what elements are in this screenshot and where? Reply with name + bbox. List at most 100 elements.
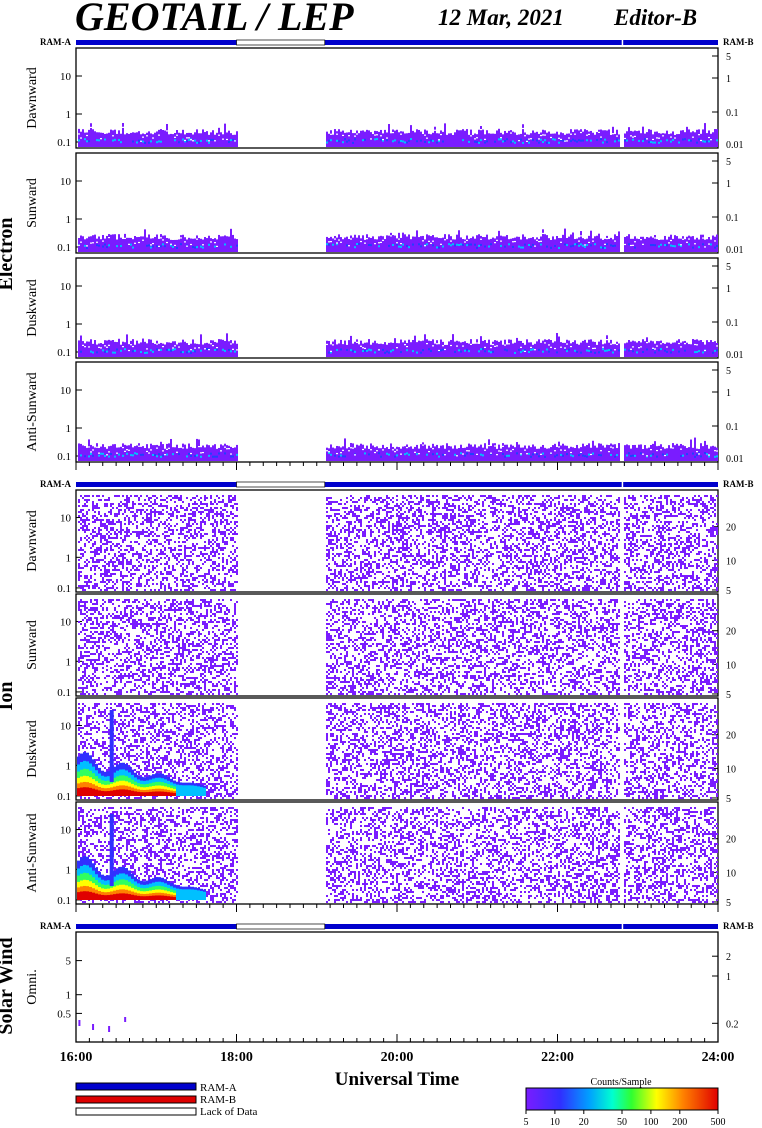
spectrogram-cell: [326, 545, 328, 547]
spectrogram-cell: [162, 583, 164, 585]
spectrogram-cell: [406, 236, 408, 252]
spectrogram-cell: [388, 497, 390, 499]
spectrogram-cell: [712, 235, 714, 252]
spectrogram-cell: [588, 453, 590, 456]
spectrogram-cell: [636, 131, 638, 147]
spectrogram-cell: [180, 579, 182, 581]
spectrogram-cell: [82, 497, 84, 499]
spectrogram-cell: [368, 453, 370, 456]
spectrogram-cell: [382, 138, 384, 141]
spectrogram-cell: [670, 133, 672, 147]
spectrogram-cell: [336, 131, 338, 147]
spectrogram-cell: [598, 131, 600, 133]
spectrogram-cell: [342, 527, 344, 529]
spectrogram-cell: [422, 517, 424, 519]
spectrogram-cell: [444, 583, 446, 585]
spectrogram-cell: [190, 547, 192, 549]
spectrogram-cell: [176, 553, 178, 555]
spectrogram-cell: [540, 134, 542, 137]
spectrogram-cell: [356, 541, 358, 543]
spectrogram-cell: [404, 497, 406, 499]
spectrogram-cell: [174, 577, 176, 579]
spectrogram-cell: [362, 531, 364, 533]
spectrogram-cell: [364, 535, 366, 537]
spectrogram-cell: [164, 521, 166, 523]
spectrogram-cell: [94, 541, 96, 543]
spectrogram-cell: [148, 543, 150, 545]
spectrogram-cell: [406, 515, 408, 517]
spectrogram-cell: [94, 551, 96, 553]
spectrogram-cell: [404, 517, 406, 519]
spectrogram-cell: [634, 246, 636, 249]
spectrogram-cell: [356, 130, 358, 147]
spectrogram-cell: [352, 531, 354, 533]
spectrogram-cell: [432, 537, 434, 539]
spectrogram-cell: [604, 243, 606, 245]
spectrogram-cell: [152, 531, 154, 533]
spectrogram-cell: [346, 244, 348, 247]
spectrogram-cell: [110, 129, 112, 147]
spectrogram-cell: [108, 348, 110, 351]
spectrogram-cell: [134, 513, 136, 515]
spectrogram-cell: [440, 531, 442, 533]
spectrogram-cell: [592, 341, 594, 357]
spectrogram-cell: [548, 448, 550, 461]
spectrogram-cell: [452, 448, 454, 461]
spectrogram-cell: [88, 346, 90, 348]
spectrogram-cell: [188, 555, 190, 557]
spectrogram-cell: [236, 571, 238, 573]
spectrogram-cell: [370, 567, 372, 569]
spectrogram-cell: [570, 245, 572, 248]
spectrogram-cell: [712, 351, 714, 354]
spectrogram-cell: [462, 129, 464, 147]
spectrogram-cell: [358, 521, 360, 523]
spectrogram-cell: [106, 549, 108, 551]
spectrogram-cell: [570, 133, 572, 135]
spectrogram-cell: [120, 575, 122, 577]
spectrogram-cell: [86, 527, 88, 529]
spectrogram-cell: [412, 555, 414, 557]
spectrogram-cell: [698, 350, 700, 353]
spectrogram-cell: [88, 499, 90, 501]
spectrogram-cell: [376, 563, 378, 565]
spectrogram-cell: [146, 244, 148, 247]
spectrogram-cell: [340, 499, 342, 501]
spectrogram-cell: [684, 343, 686, 345]
spectrogram-cell: [476, 134, 478, 147]
spectrogram-cell: [382, 579, 384, 581]
spectrogram-cell: [140, 342, 142, 357]
spectrogram-cell: [624, 139, 626, 142]
spectrogram-cell: [370, 138, 372, 140]
spectrogram-cell: [388, 521, 390, 523]
spectrogram-cell: [564, 449, 566, 451]
spectrogram-cell: [556, 447, 558, 461]
spectrogram-cell: [230, 561, 232, 563]
spectrogram-cell: [652, 347, 654, 349]
spectrogram-cell: [444, 563, 446, 565]
spectrogram-cell: [210, 553, 212, 555]
spectrogram-cell: [366, 559, 368, 561]
spectrogram-cell: [650, 340, 652, 357]
spectrogram-cell: [598, 443, 600, 461]
spectrogram-cell: [154, 343, 156, 357]
spectrogram-cell: [330, 573, 332, 575]
spectrogram-cell: [228, 581, 230, 583]
spectrogram-cell: [172, 549, 174, 551]
spectrogram-cell: [150, 497, 152, 499]
spectrogram-cell: [146, 513, 148, 515]
spectrogram-cell: [616, 129, 618, 147]
spectrogram-cell: [372, 569, 374, 571]
spectrogram-cell: [432, 345, 434, 347]
spectrogram-cell: [362, 535, 364, 537]
spectrogram-cell: [170, 509, 172, 511]
spectrogram-cell: [376, 519, 378, 521]
spectrogram-cell: [78, 541, 80, 543]
spectrogram-cell: [408, 234, 410, 252]
spectrogram-cell: [700, 234, 702, 252]
spectrogram-cell: [406, 519, 408, 521]
spectrogram-cell: [410, 585, 412, 587]
spectrogram-cell: [440, 243, 442, 245]
spectrogram-cell: [94, 569, 96, 571]
spectrogram-cell: [450, 519, 452, 521]
spectrogram-cell: [386, 585, 388, 587]
